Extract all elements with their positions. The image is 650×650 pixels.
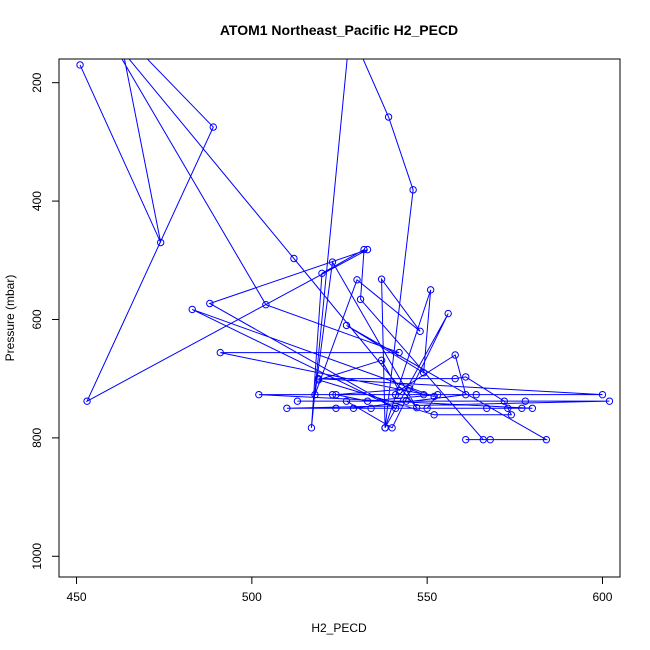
data-point [419,369,428,377]
plot-area [76,26,614,444]
data-point [405,385,414,393]
data-point [328,390,337,399]
data-point [388,424,396,432]
data-point [451,374,459,383]
data-point [605,397,614,405]
data-point [314,376,323,384]
data-point [216,348,224,357]
data-point [349,404,358,412]
data-point [518,404,526,412]
data-point [342,321,351,330]
data-point [255,390,263,399]
data-point [521,397,530,405]
x-tick-label: 450 [67,590,87,604]
data-point [76,61,84,69]
y-tick-label: 800 [30,428,44,448]
data-point [363,397,372,405]
data-point [462,390,470,399]
data-point [206,299,214,308]
data-point [283,404,291,412]
x-tick-label: 600 [592,590,612,604]
y-tick-label: 600 [30,309,44,329]
data-point [486,435,494,444]
data-point [209,123,217,131]
data-point [419,390,428,399]
data-point [101,26,107,32]
data-point [307,424,316,432]
data-point [507,411,516,419]
y-tick-label: 400 [30,191,44,211]
data-point [395,348,403,357]
series-line [79,59,610,441]
data-point [290,254,298,263]
data-point [262,300,270,309]
data-point [353,276,361,284]
y-tick-label: 200 [30,72,44,92]
data-point [430,411,438,419]
data-point [360,245,368,254]
data-point [451,351,459,359]
data-point [363,245,372,254]
plot-frame [58,58,621,578]
data-point [332,390,340,399]
data-point [416,327,424,336]
data-point [328,258,337,266]
data-point [356,295,365,304]
data-point [409,186,417,194]
y-axis-label: Pressure (mbar) [3,275,17,362]
data-point [395,386,403,395]
data-point [598,390,607,399]
data-point [188,305,196,314]
data-point [367,404,375,412]
data-point [479,435,487,444]
data-point [444,309,452,318]
x-tick-label: 550 [417,590,437,604]
data-point [542,435,551,444]
data-point [412,403,421,412]
chart-title: ATOM1 Northeast_Pacific H2_PECD [220,22,458,38]
data-point [504,404,512,412]
data-point [391,404,400,412]
x-axis: 450 500 550 600 [67,577,613,604]
data-point [156,238,165,247]
data-point [462,435,470,444]
data-point [430,392,438,401]
y-axis: 200 400 600 800 1000 [30,72,59,570]
data-point [381,424,389,432]
data-point [433,390,442,399]
data-point [318,269,326,278]
data-point [377,275,386,283]
x-tick-label: 500 [242,590,262,604]
y-tick-label: 1000 [30,543,44,570]
data-point [472,390,480,399]
x-axis-label: H2_PECD [311,621,367,635]
data-point [332,404,340,412]
data-point [377,356,386,365]
data-point [483,404,491,412]
data-point [115,26,121,32]
data-point [528,404,537,412]
data-point [423,404,431,412]
data-point [462,373,470,381]
data-point [83,397,91,405]
data-point [402,397,410,405]
data-point [342,397,351,405]
data-point [293,397,302,405]
data-point [311,390,319,399]
data-point [426,286,435,294]
data-point [384,113,393,121]
data-point [500,397,508,405]
